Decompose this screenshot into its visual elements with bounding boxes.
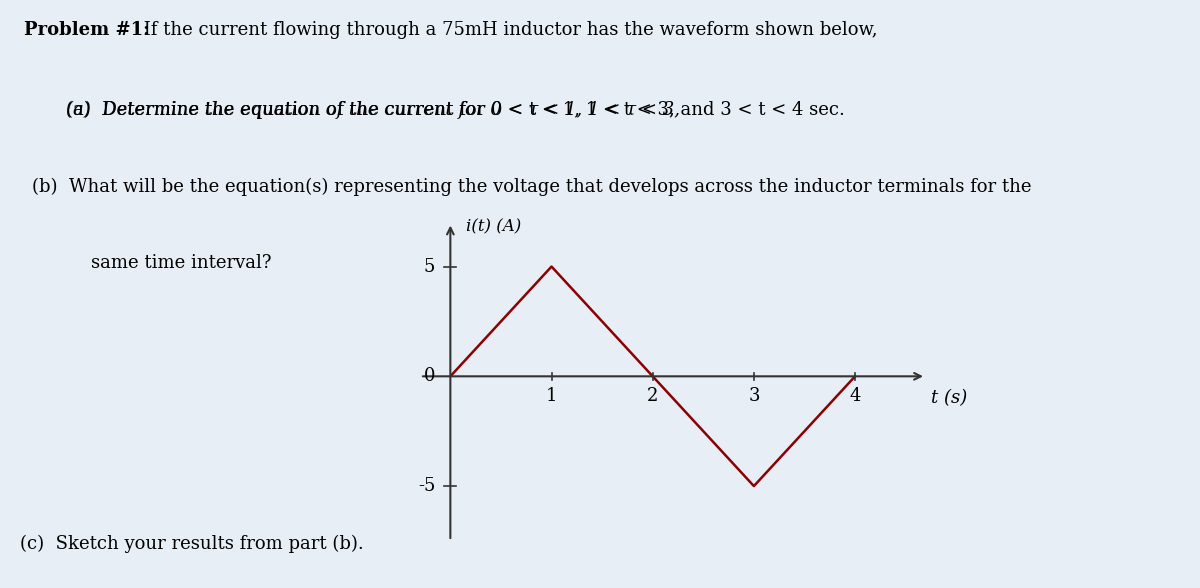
Text: i(t) (A): i(t) (A) — [466, 218, 521, 235]
Text: Problem #1:: Problem #1: — [24, 21, 150, 39]
Text: (b)  What will be the equation(s) representing the voltage that develops across : (b) What will be the equation(s) represe… — [32, 178, 1032, 196]
Text: 4: 4 — [850, 387, 860, 405]
Text: (a)  Determine the equation of the current for 0 < t < 1, 1 < t < 3, and 3 < t <: (a) Determine the equation of the curren… — [66, 101, 845, 119]
Text: same time interval?: same time interval? — [91, 254, 271, 272]
Text: (a)  Determine the equation of the current for 0 < τ < 1, 1 < τ < 3,: (a) Determine the equation of the curren… — [66, 101, 680, 119]
Text: 3: 3 — [748, 387, 760, 405]
Text: t (s): t (s) — [931, 389, 967, 407]
Text: 2: 2 — [647, 387, 659, 405]
Text: -5: -5 — [418, 477, 436, 495]
Text: (c)  Sketch your results from part (b).: (c) Sketch your results from part (b). — [20, 535, 364, 553]
Text: If the current flowing through a 75mH inductor has the waveform shown below,: If the current flowing through a 75mH in… — [138, 21, 877, 39]
Text: 1: 1 — [546, 387, 557, 405]
Text: 0: 0 — [424, 368, 436, 385]
Text: 5: 5 — [424, 258, 436, 276]
